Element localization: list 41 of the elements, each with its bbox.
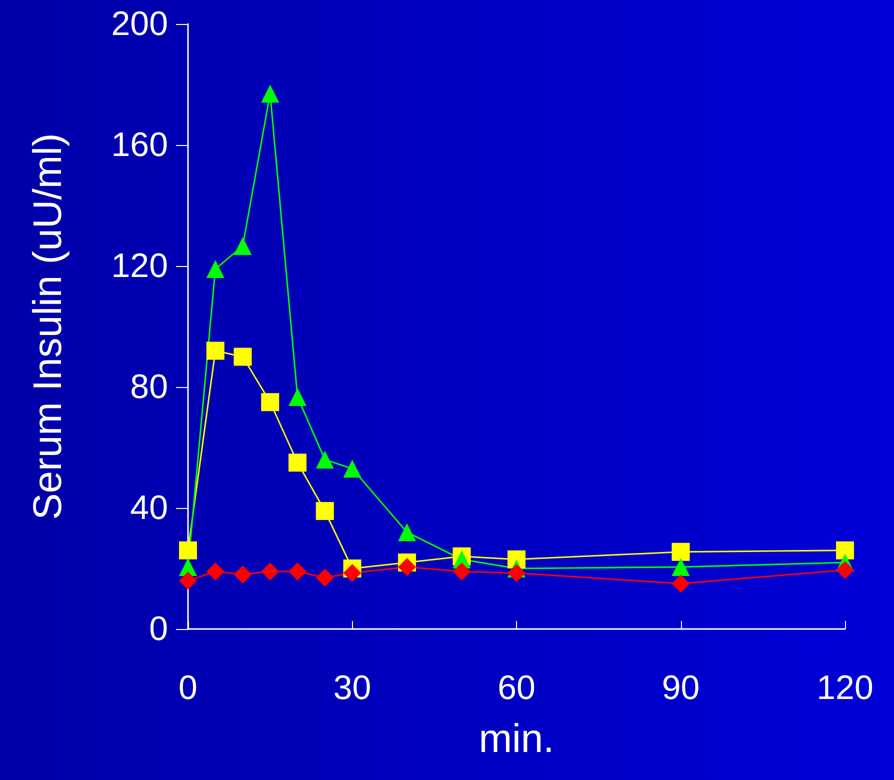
point (261, 562, 280, 581)
x-tick-label: 120 (816, 669, 874, 707)
y-tick-label: 200 (111, 5, 168, 43)
point (234, 566, 252, 584)
y-axis-title: Serum Insulin (uU/ml) (26, 133, 70, 520)
point (234, 237, 252, 256)
point (343, 564, 362, 582)
point (672, 558, 690, 576)
point (179, 541, 197, 560)
point (179, 572, 197, 590)
x-axis-title: min. (478, 717, 554, 761)
point (836, 541, 854, 560)
point (261, 84, 280, 103)
point (836, 561, 854, 580)
point (288, 454, 306, 472)
point (288, 562, 306, 581)
point (316, 568, 334, 587)
point (343, 460, 362, 478)
point (206, 562, 224, 581)
point (261, 393, 280, 412)
point (672, 542, 690, 561)
y-tick-label: 0 (149, 610, 168, 648)
y-tick-label: 160 (111, 126, 168, 164)
x-tick-label: 60 (498, 669, 536, 707)
point (206, 342, 224, 360)
point (316, 502, 334, 520)
point (316, 450, 334, 469)
point (508, 564, 526, 582)
x-tick-label: 90 (662, 669, 700, 707)
point (398, 523, 416, 542)
x-tick-label: 0 (178, 669, 198, 707)
point (452, 562, 471, 581)
point (234, 348, 252, 366)
y-tick-label: 80 (130, 368, 168, 406)
point (206, 260, 224, 278)
x-tick-label: 30 (333, 669, 372, 707)
point (288, 388, 306, 406)
point (672, 574, 690, 593)
y-tick-label: 120 (111, 247, 168, 285)
y-tick-label: 40 (130, 489, 168, 527)
point (398, 558, 416, 576)
